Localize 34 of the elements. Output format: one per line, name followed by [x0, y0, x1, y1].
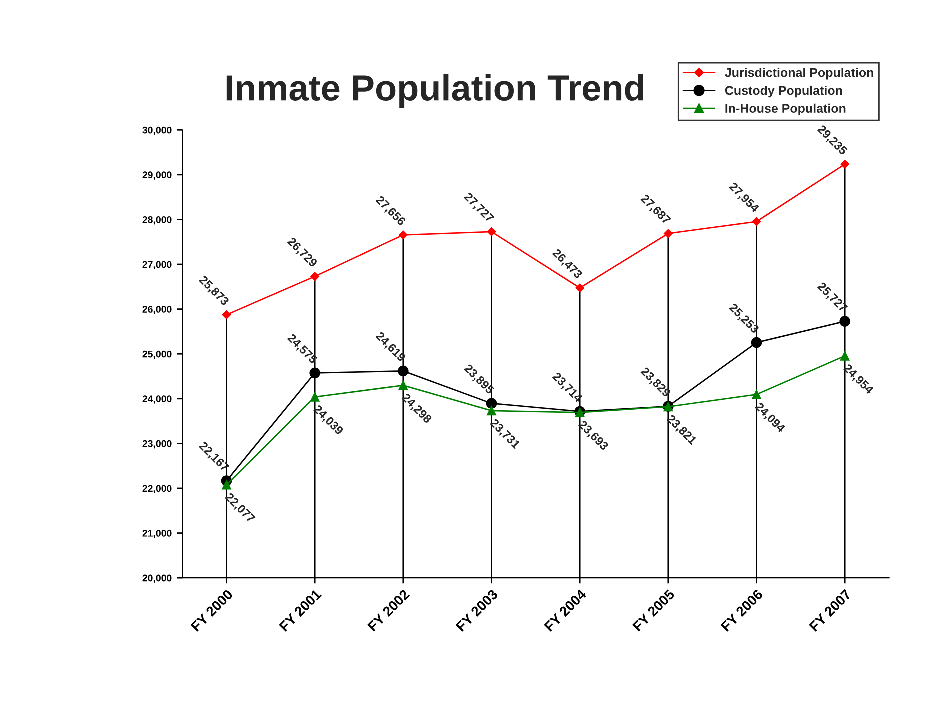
point [310, 368, 320, 379]
point [398, 230, 408, 240]
point [398, 366, 409, 377]
y-tick-label: 26,000 [142, 306, 172, 314]
y-tick-label: 21,000 [142, 530, 172, 538]
point [487, 406, 496, 416]
point [398, 380, 408, 390]
point [222, 480, 232, 490]
point [486, 398, 498, 409]
point [840, 351, 850, 361]
y-tick-label: 20,000 [142, 574, 172, 584]
y-tick-label: 25,000 [142, 350, 172, 360]
point [310, 392, 320, 402]
point [310, 272, 320, 282]
y-tick-label: 22,000 [142, 485, 172, 494]
legend-label: Custody Population [725, 86, 842, 98]
point [751, 337, 762, 348]
point [664, 229, 673, 238]
y-tick-label: 27,000 [142, 261, 172, 270]
y-tick-label: 24,000 [142, 396, 172, 404]
point [487, 228, 496, 236]
y-tick-label: 30,000 [142, 126, 172, 136]
legend-label: In-House Population [726, 104, 846, 116]
y-tick-label: 29,000 [142, 172, 172, 180]
legend-label: Jurisdictional Population [725, 68, 874, 80]
point [222, 310, 232, 320]
chart-title: Inmate Population Trend [226, 74, 644, 108]
point [576, 284, 585, 293]
point [752, 217, 762, 226]
y-tick-label: 23,000 [142, 440, 172, 449]
point [840, 160, 850, 169]
point [752, 390, 762, 400]
y-tick-label: 28,000 [142, 216, 172, 225]
point [840, 316, 850, 327]
